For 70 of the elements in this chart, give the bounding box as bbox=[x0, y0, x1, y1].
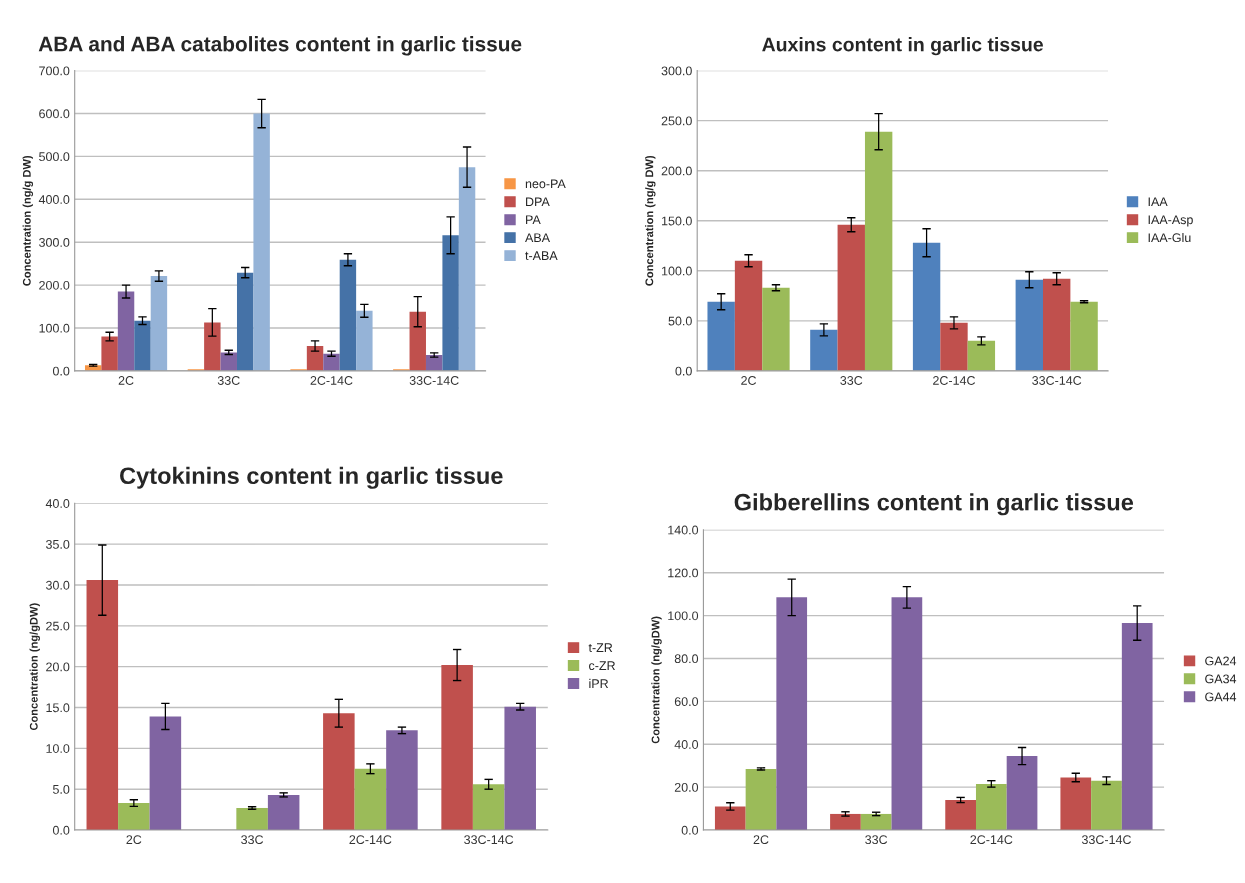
legend-label: GA34 bbox=[1205, 674, 1237, 684]
y-axis-title: Concentration (ng/g DW) bbox=[22, 155, 34, 286]
legend-label: DPA bbox=[526, 197, 550, 207]
legend-label: IAA bbox=[1148, 197, 1168, 207]
legend-label: GA24 bbox=[1205, 656, 1237, 666]
y-tick-label: 250.0 bbox=[661, 116, 692, 126]
y-tick-label: 0.0 bbox=[681, 825, 699, 835]
y-tick-label: 300.0 bbox=[661, 66, 692, 76]
y-tick-label: 0.0 bbox=[675, 366, 692, 376]
y-tick-label: 35.0 bbox=[45, 539, 70, 549]
y-tick-label: 120.0 bbox=[668, 568, 699, 578]
y-tick-label: 200.0 bbox=[39, 280, 70, 290]
legend-label: iPR bbox=[589, 678, 609, 688]
x-tick-label: 2C bbox=[753, 835, 769, 845]
x-tick-label: 33C-14C bbox=[464, 835, 514, 845]
x-tick-label: 2C bbox=[118, 376, 134, 385]
x-tick-label: 33C bbox=[241, 835, 264, 845]
y-axis-title: Concentration (ng/gDW) bbox=[651, 616, 662, 744]
x-tick-label: 2C-14C bbox=[970, 835, 1013, 845]
y-tick-label: 20.0 bbox=[46, 662, 70, 672]
y-tick-label: 40.0 bbox=[674, 740, 699, 749]
y-axis-title: Concentration (ng/gDW) bbox=[29, 603, 40, 731]
y-tick-label: 15.0 bbox=[46, 703, 70, 713]
y-tick-label: 25.0 bbox=[46, 621, 70, 631]
legend-label: PA bbox=[526, 215, 541, 225]
y-tick-label: 20.0 bbox=[674, 782, 699, 792]
x-tick-label: 33C bbox=[865, 835, 888, 845]
x-tick-label: 33C bbox=[840, 376, 863, 385]
x-tick-label: 2C bbox=[741, 376, 757, 385]
y-tick-label: 150.0 bbox=[662, 216, 692, 226]
y-tick-label: 100.0 bbox=[39, 323, 70, 333]
y-tick-label: 700.0 bbox=[39, 66, 70, 76]
y-tick-label: 40.0 bbox=[45, 499, 70, 508]
chart-title: Cytokinins content in garlic tissue bbox=[120, 466, 503, 489]
y-tick-label: 140.0 bbox=[668, 525, 699, 535]
y-tick-label: 100.0 bbox=[662, 266, 692, 276]
legend-label: GA44 bbox=[1205, 692, 1237, 702]
x-tick-label: 2C-14C bbox=[933, 376, 976, 385]
y-tick-label: 400.0 bbox=[38, 195, 70, 204]
legend-label: neo-PA bbox=[525, 179, 566, 189]
y-tick-label: 30.0 bbox=[45, 580, 70, 590]
x-tick-label: 33C-14C bbox=[409, 376, 459, 385]
legend-label: ABA bbox=[525, 233, 550, 242]
legend-label: IAA-Asp bbox=[1148, 215, 1193, 227]
x-tick-label: 33C-14C bbox=[1032, 376, 1082, 385]
y-tick-label: 300.0 bbox=[39, 238, 70, 247]
chart-title: Auxins content in garlic tissue bbox=[762, 37, 1043, 56]
x-tick-label: 33C bbox=[217, 376, 240, 385]
y-tick-label: 500.0 bbox=[39, 152, 70, 162]
y-tick-label: 600.0 bbox=[39, 109, 70, 119]
legend-label: t-ZR bbox=[588, 643, 613, 653]
y-tick-label: 0.0 bbox=[52, 366, 70, 376]
y-tick-label: 200.0 bbox=[661, 166, 692, 176]
y-tick-label: 60.0 bbox=[674, 697, 699, 707]
y-tick-label: 0.0 bbox=[52, 825, 70, 835]
chart-title: ABA and ABA catabolites content in garlic tissue bbox=[38, 36, 522, 56]
y-tick-label: 80.0 bbox=[674, 654, 699, 664]
x-tick-label: 2C bbox=[126, 835, 142, 845]
y-tick-label: 5.0 bbox=[52, 784, 70, 794]
legend-label: IAA-Glu bbox=[1148, 232, 1191, 243]
y-tick-label: 100.0 bbox=[668, 611, 699, 621]
x-tick-label: 2C-14C bbox=[310, 376, 353, 385]
y-tick-label: 10.0 bbox=[46, 744, 70, 753]
y-tick-label: 50.0 bbox=[668, 316, 692, 326]
legend-label: c-ZR bbox=[589, 661, 616, 671]
y-axis-title: Concentration (ng/g DW) bbox=[645, 155, 656, 286]
legend-label: t-ABA bbox=[525, 251, 558, 261]
x-tick-label: 33C-14C bbox=[1081, 835, 1132, 845]
chart-title: Gibberellins content in garlic tissue bbox=[734, 493, 1134, 516]
x-tick-label: 2C-14C bbox=[349, 835, 392, 845]
